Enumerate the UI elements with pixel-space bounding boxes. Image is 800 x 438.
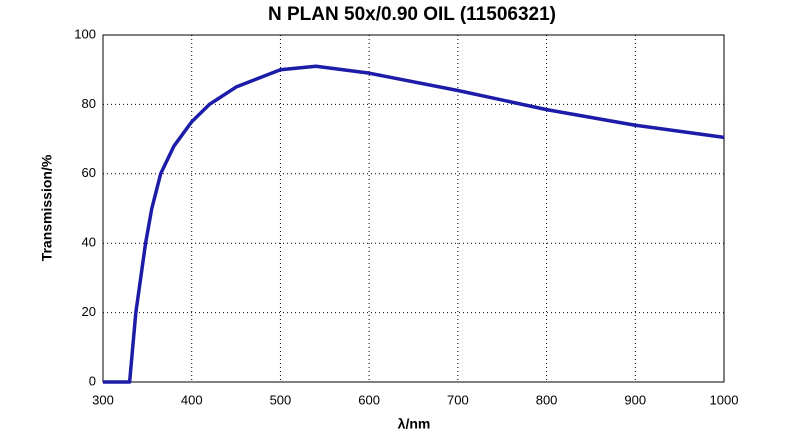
x-tick-label: 700 [447, 392, 469, 407]
y-tick-label: 40 [82, 235, 96, 250]
x-tick-label: 900 [624, 392, 646, 407]
x-tick-label: 600 [358, 392, 380, 407]
x-tick-label: 1000 [710, 392, 739, 407]
y-tick-label: 60 [82, 165, 96, 180]
y-tick-label: 0 [89, 373, 96, 388]
x-axis-label: λ/nm [398, 416, 431, 432]
x-tick-label: 300 [92, 392, 114, 407]
y-tick-label: 100 [74, 26, 96, 41]
chart-title: N PLAN 50x/0.90 OIL (11506321) [268, 4, 556, 25]
x-tick-label: 400 [181, 392, 203, 407]
plot-frame [102, 34, 725, 383]
y-tick-label: 80 [82, 96, 96, 111]
x-tick-label: 800 [536, 392, 558, 407]
x-tick-label: 500 [270, 392, 292, 407]
y-tick-label: 20 [82, 304, 96, 319]
data-line [103, 64, 725, 384]
y-axis-label: Transmission/% [39, 154, 55, 261]
